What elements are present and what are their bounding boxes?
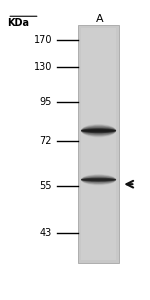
Ellipse shape (81, 179, 116, 180)
Ellipse shape (81, 128, 116, 133)
Text: 72: 72 (40, 136, 52, 146)
Text: 55: 55 (40, 181, 52, 191)
Ellipse shape (81, 127, 116, 134)
FancyBboxPatch shape (78, 25, 119, 263)
Ellipse shape (81, 129, 116, 132)
Ellipse shape (81, 175, 116, 185)
Text: KDa: KDa (7, 18, 29, 28)
Ellipse shape (81, 130, 116, 131)
FancyBboxPatch shape (81, 28, 116, 260)
Text: A: A (96, 14, 103, 24)
Ellipse shape (81, 127, 116, 135)
Ellipse shape (81, 176, 116, 184)
Ellipse shape (81, 125, 116, 136)
Ellipse shape (81, 178, 116, 181)
Ellipse shape (81, 174, 116, 185)
Text: 130: 130 (34, 62, 52, 72)
Ellipse shape (81, 177, 116, 182)
Text: 43: 43 (40, 228, 52, 238)
Ellipse shape (81, 126, 116, 136)
Text: 170: 170 (34, 35, 52, 45)
Ellipse shape (81, 178, 116, 182)
Text: 95: 95 (40, 98, 52, 107)
Ellipse shape (81, 124, 116, 137)
Ellipse shape (81, 176, 116, 183)
